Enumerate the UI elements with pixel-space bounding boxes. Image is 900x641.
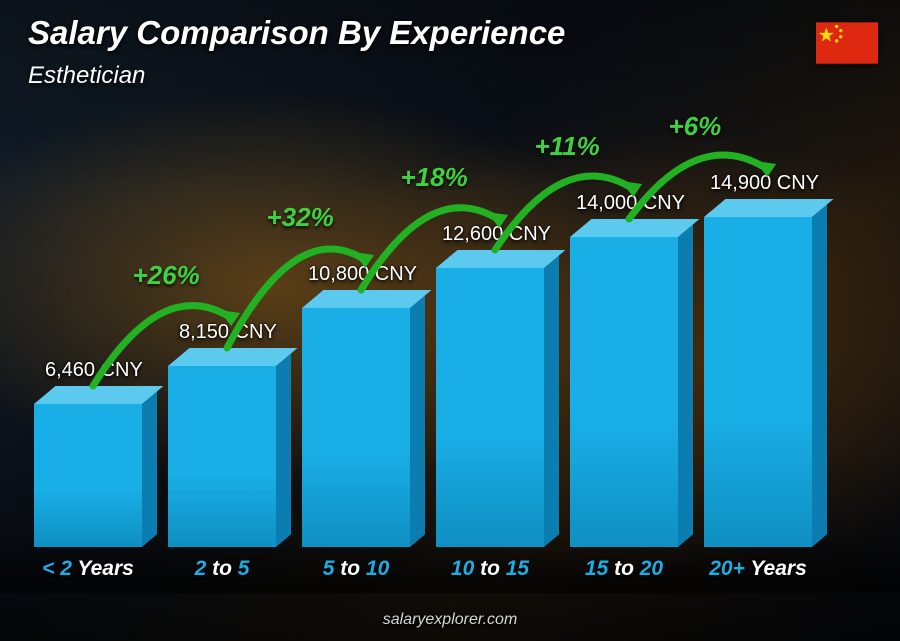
chart-title: Salary Comparison By Experience [28, 14, 565, 52]
bar [704, 217, 812, 547]
bar-top [570, 219, 699, 237]
bar-side [410, 295, 425, 547]
bar-top [34, 386, 163, 404]
bar-top [704, 199, 833, 217]
bar-side [812, 204, 827, 547]
bar-top [436, 250, 565, 268]
bar-slot: 8,150 CNY 2 to 5 [168, 61, 276, 581]
bar-slot: 6,460 CNY < 2 Years [34, 61, 142, 581]
bar [570, 237, 678, 547]
bar-category-label: 10 to 15 [451, 557, 529, 581]
increase-label: +32% [267, 202, 334, 233]
bar-front [570, 237, 678, 547]
bar-chart: 6,460 CNY < 2 Years 8,150 CNY 2 to 5 +26% 10,… [34, 61, 844, 581]
bar-side [544, 255, 559, 547]
bar-slot: 12,600 CNY10 to 15 [436, 61, 544, 581]
bar-front [34, 404, 142, 547]
bar-top [168, 348, 297, 366]
footer-credit: salaryexplorer.com [0, 611, 900, 629]
country-flag [816, 22, 878, 64]
bar [168, 366, 276, 547]
bar-front [436, 268, 544, 547]
bar-category-label: 15 to 20 [585, 557, 663, 581]
increase-label: +11% [535, 131, 600, 162]
chart-canvas: Salary Comparison By Experience Esthetic… [0, 0, 900, 641]
increase-label: +18% [401, 162, 468, 193]
bar-side [142, 391, 157, 547]
increase-label: +6% [669, 111, 722, 142]
bar-front [704, 217, 812, 547]
bar-value-label: 6,460 CNY [45, 359, 143, 382]
bar-category-label: < 2 Years [42, 557, 134, 581]
bar-value-label: 10,800 CNY [308, 263, 417, 286]
bar-front [168, 366, 276, 547]
bar [302, 308, 410, 547]
bar-category-label: 2 to 5 [195, 557, 250, 581]
flag-bg [816, 22, 878, 63]
bar-side [678, 224, 693, 547]
bar-side [276, 353, 291, 547]
bar-value-label: 8,150 CNY [179, 321, 277, 344]
bar [34, 404, 142, 547]
bar [436, 268, 544, 547]
bar-value-label: 14,000 CNY [576, 192, 685, 215]
bar-top [302, 290, 431, 308]
bar-category-label: 5 to 10 [323, 557, 390, 581]
bar-slot: 10,800 CNY5 to 10 [302, 61, 410, 581]
increase-label: +26% [133, 260, 200, 291]
bar-category-label: 20+ Years [709, 557, 807, 581]
bar-front [302, 308, 410, 547]
bar-value-label: 14,900 CNY [710, 172, 819, 195]
bar-value-label: 12,600 CNY [442, 223, 551, 246]
